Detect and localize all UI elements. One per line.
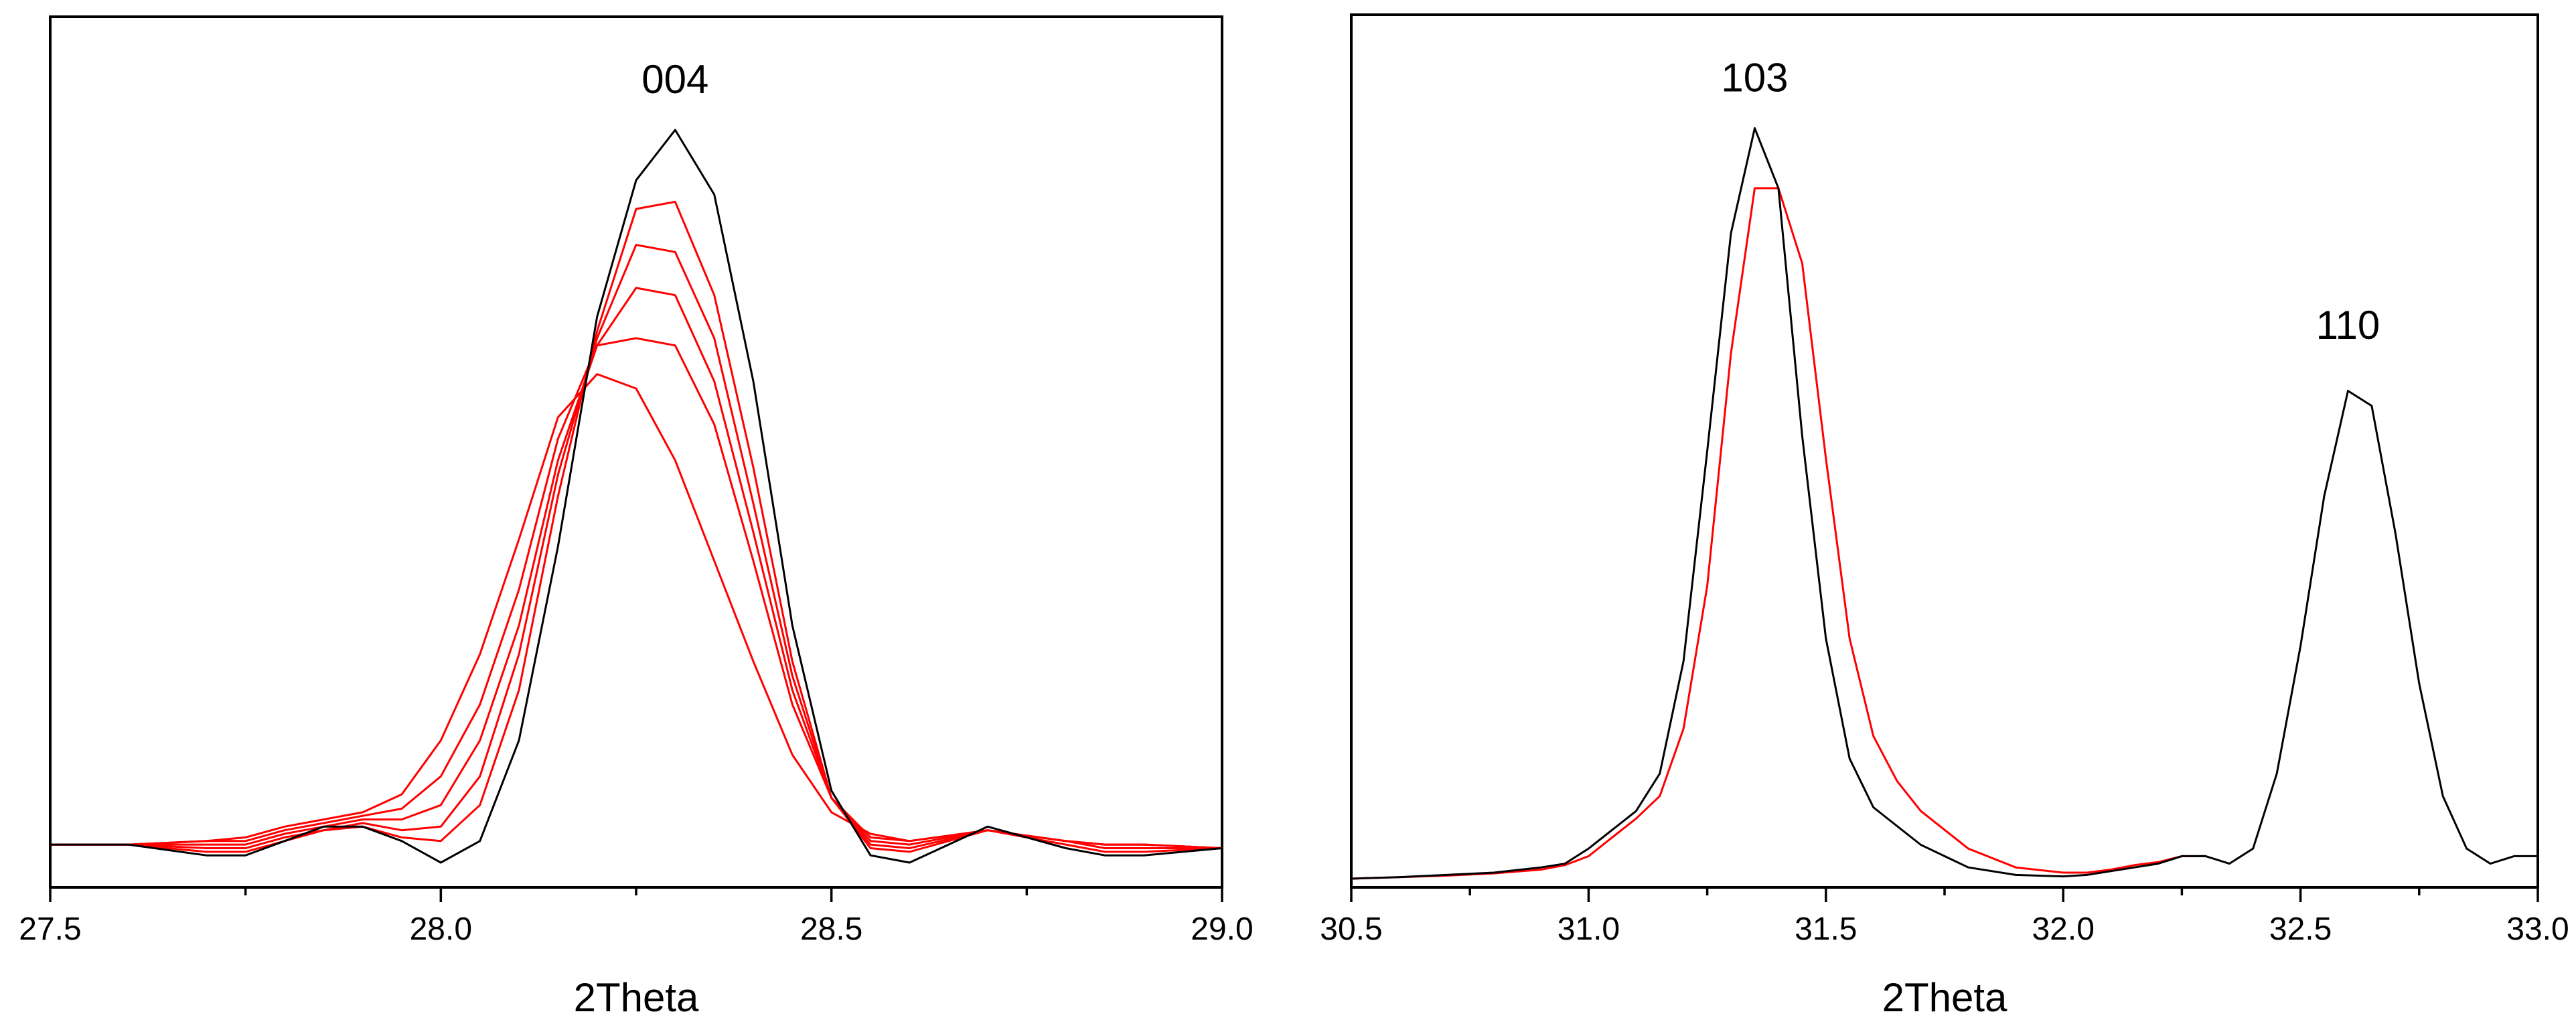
x-axis-label: 2Theta [1882,975,2007,1020]
chart-panel-right: 30.5 31.0 31.5 32.0 32.5 33.0 2Theta 103 110 [1320,13,2569,1020]
series-line-red [50,287,1223,849]
series-line-black [50,129,1223,864]
x-tick-label: 28.5 [800,911,862,947]
chart-panel-left: 27.5 28.0 28.5 29.0 2Theta 004 [19,15,1254,1020]
series-line-red [50,244,1222,849]
peak-label: 110 [2316,303,2380,348]
plot-frame [1350,13,2539,889]
x-tick-label: 27.5 [19,911,81,947]
plot-frame [49,15,1223,889]
series-line-red [1351,187,2206,880]
peak-label: 004 [641,57,708,102]
series-line-red [50,200,1223,853]
series-line-red [50,337,1223,849]
x-axis-label: 2Theta [574,975,699,1020]
x-tick-label: 28.0 [410,911,472,947]
peak-label: 103 [1721,55,1788,100]
x-tick-label: 30.5 [1320,911,1382,947]
x-tick-label: 31.5 [1795,911,1857,947]
series-line-black [1351,127,2538,880]
x-tick-label: 31.0 [1558,911,1620,947]
x-tick-label: 32.0 [2032,911,2094,947]
x-tick-label: 29.0 [1191,911,1253,947]
x-tick-label: 32.5 [2269,911,2332,947]
x-tick-label: 33.0 [2506,911,2569,947]
series-line-red [50,373,1223,849]
